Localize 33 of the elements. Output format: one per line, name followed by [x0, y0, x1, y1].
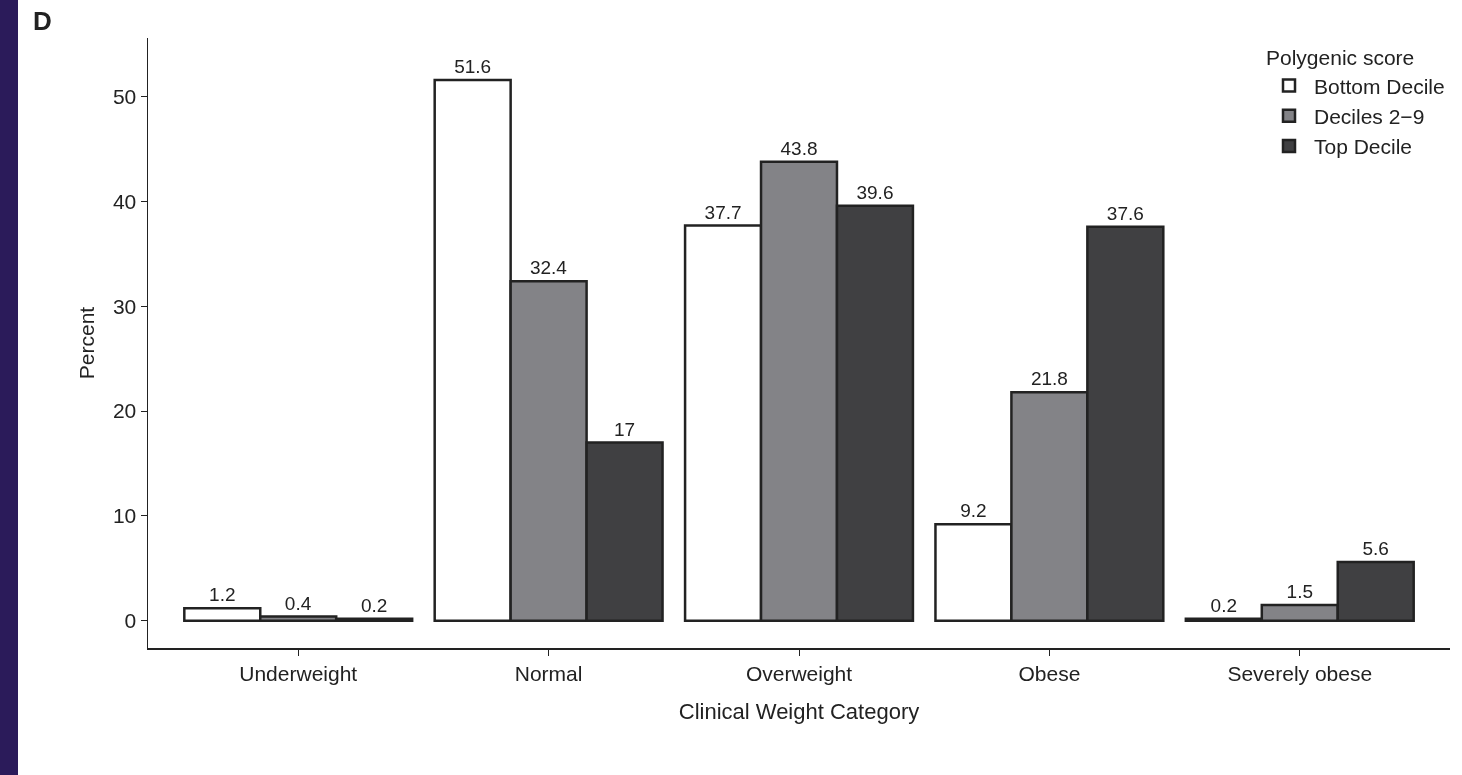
x-tick-label: Overweight: [745, 661, 853, 685]
data-label: 37.7: [704, 201, 742, 223]
data-label: 0.2: [360, 594, 388, 616]
y-tick-label: 0: [124, 609, 137, 633]
legend-label: Bottom Decile: [1314, 74, 1445, 98]
data-label: 0.2: [1210, 594, 1238, 616]
x-tick-label: Underweight: [239, 661, 358, 685]
data-label: 1.2: [209, 584, 236, 606]
x-tick-label: Normal: [514, 661, 583, 685]
x-tick-label: Obese: [1018, 661, 1081, 685]
y-tick-label: 30: [112, 294, 137, 318]
y-axis-title: Percent: [75, 306, 99, 380]
x-axis-title: Clinical Weight Category: [678, 699, 920, 725]
data-label: 9.2: [960, 500, 987, 522]
y-tick-label: 40: [112, 189, 137, 213]
data-label: 43.8: [780, 137, 818, 159]
x-tick-label: Severely obese: [1227, 661, 1373, 685]
y-tick-label: 50: [112, 85, 137, 109]
legend-label: Top Decile: [1314, 135, 1413, 159]
data-label: 0.4: [284, 592, 312, 614]
data-label: 32.4: [529, 257, 568, 279]
data-label: 37.6: [1106, 202, 1144, 224]
y-tick-label: 10: [112, 504, 137, 528]
chart-title: D: [33, 6, 52, 36]
legend-title: Polygenic score: [1266, 46, 1415, 70]
data-label: 1.5: [1286, 581, 1313, 603]
data-label: 21.8: [1030, 368, 1068, 390]
y-tick-label: 20: [112, 399, 137, 423]
data-label: 51.6: [454, 55, 492, 77]
data-label: 17: [613, 418, 636, 440]
legend-label: Deciles 2−9: [1314, 104, 1425, 128]
data-label: 39.6: [856, 181, 894, 203]
data-label: 5.6: [1362, 538, 1389, 560]
